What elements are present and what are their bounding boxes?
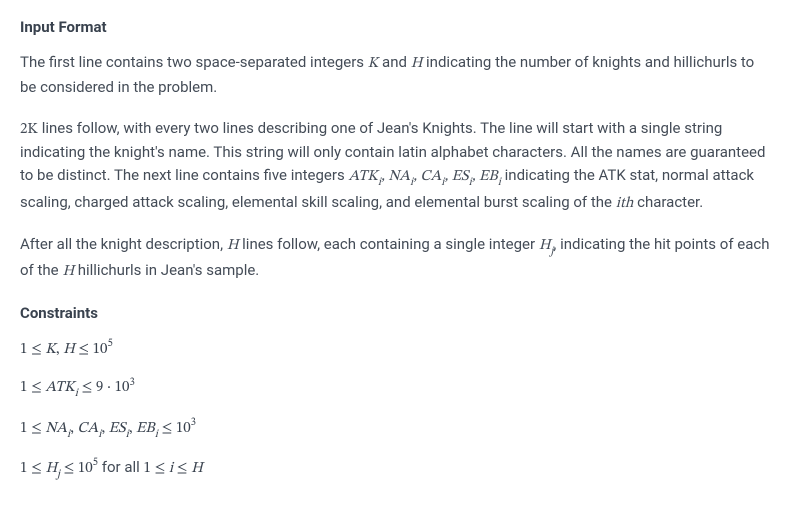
p3-text-a: After all the knight description, — [20, 235, 227, 253]
p1-text-a: The first line contains two space-separa… — [20, 53, 368, 71]
math-K: K — [368, 56, 379, 71]
math-atk-i: ATKi — [348, 169, 381, 184]
constraint-2: 1 ≤ ATKi ≤ 9 · 103 — [20, 375, 771, 401]
math-H-j: Hj — [539, 238, 554, 253]
math-es-i: ESi — [452, 169, 472, 184]
comma-4: , — [472, 169, 479, 184]
math-na-i: NAi — [388, 169, 413, 184]
for-all-text: for all — [98, 458, 143, 476]
paragraph-2: 2K lines follow, with every two lines de… — [20, 117, 771, 215]
math-H: H — [411, 56, 423, 71]
p2-text-c: character. — [633, 193, 703, 211]
comma-3: , — [444, 169, 451, 184]
constraint-4: 1 ≤ Hj ≤ 105 for all 1 ≤ i ≤ H — [20, 456, 771, 482]
math-H-3: H — [62, 264, 74, 279]
p3-text-d: hillichurls in Jean's sample. — [74, 261, 259, 279]
input-format-heading: Input Format — [20, 16, 771, 39]
constraints-heading: Constraints — [20, 302, 771, 325]
math-ca-i: CAi — [420, 169, 444, 184]
math-ith: ith — [616, 196, 634, 211]
constraint-1: 1 ≤ K, H ≤ 105 — [20, 337, 771, 361]
constraint-3: 1 ≤ NAi, CAi, ESi, EBi ≤ 103 — [20, 416, 771, 442]
p1-text-b: and — [378, 53, 410, 71]
paragraph-3: After all the knight description, H line… — [20, 233, 771, 284]
math-2K: 2K — [20, 122, 38, 137]
p3-text-b: lines follow, each containing a single i… — [238, 235, 538, 253]
math-H-2: H — [227, 238, 239, 253]
math-eb-i: EBi — [479, 169, 501, 184]
paragraph-1: The first line contains two space-separa… — [20, 51, 771, 99]
